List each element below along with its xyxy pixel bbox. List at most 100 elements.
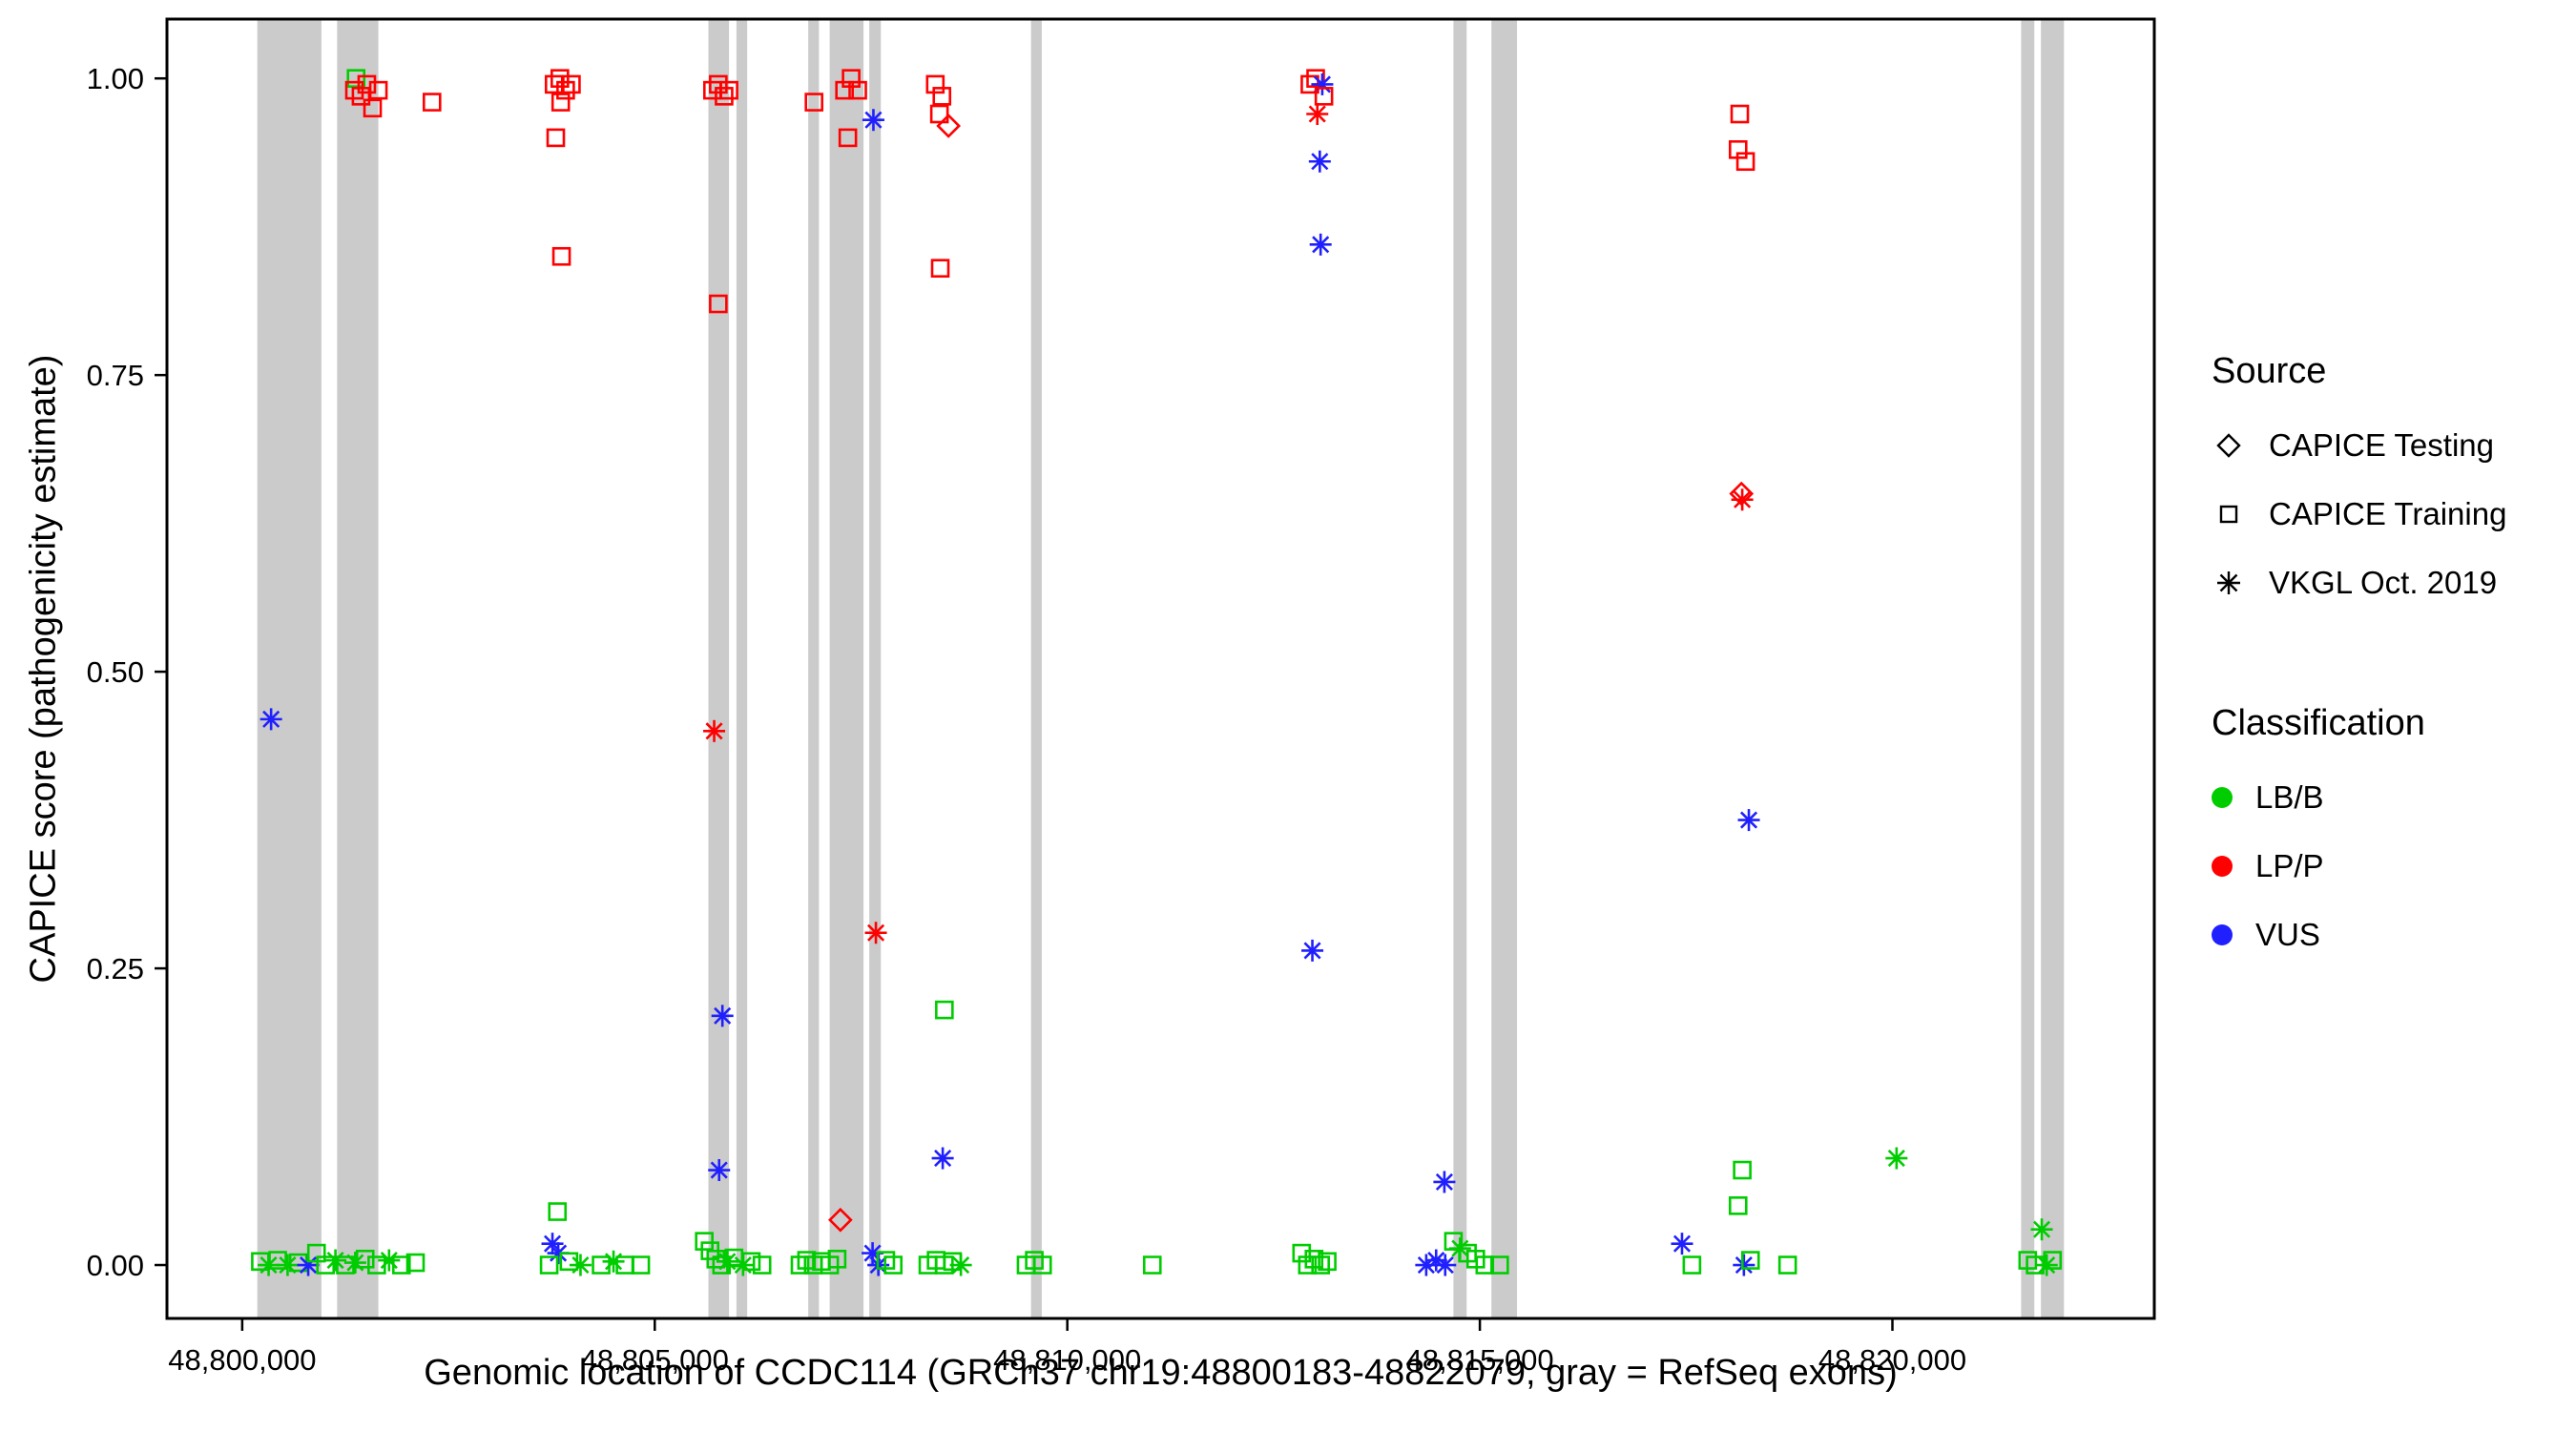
legend-item-lbb: LB/B (2212, 763, 2506, 832)
scatter-point (1306, 69, 1325, 88)
scatter-point (631, 1255, 651, 1275)
scatter-point (936, 114, 961, 138)
legend-item-capice-training: CAPICE Training (2212, 480, 2506, 549)
scatter-point (709, 294, 728, 314)
refseq-exon-bar (1030, 19, 1042, 1318)
legend-label-lpp: LP/P (2255, 848, 2324, 883)
scatter-point (1292, 1243, 1312, 1263)
scatter-point (363, 98, 383, 118)
y-axis-title: CAPICE score (pathogenicity estimate) (23, 354, 64, 984)
scatter-point (695, 1232, 714, 1251)
scatter-point (1671, 1233, 1693, 1255)
x-tick-label: 48,810,000 (993, 1343, 1141, 1377)
scatter-point (827, 1250, 847, 1269)
scatter-point (1142, 1255, 1162, 1275)
scatter-point (864, 922, 887, 944)
scatter-point (592, 1255, 611, 1275)
x-tick-label: 48,805,000 (581, 1343, 729, 1377)
scatter-point (709, 74, 728, 94)
vus-dot-icon (2212, 924, 2233, 945)
scatter-point (378, 1249, 401, 1272)
scatter-point (316, 1255, 336, 1275)
x-tick-label: 48,815,000 (1406, 1343, 1554, 1377)
scatter-point (569, 1254, 592, 1276)
scatter-point (346, 69, 366, 88)
scatter-point (615, 1255, 634, 1275)
refseq-exon-bar (2041, 19, 2065, 1318)
scatter-point (1885, 1147, 1908, 1170)
scatter-point (1731, 488, 1754, 511)
refseq-exon-bar (829, 19, 864, 1318)
scatter-point (276, 1254, 299, 1276)
scatter-point (544, 74, 564, 94)
scatter-point (405, 1253, 426, 1273)
scatter-point (551, 246, 571, 266)
scatter-point (841, 69, 861, 88)
scatter-point (562, 74, 581, 94)
scatter-point (268, 1251, 287, 1270)
x-tick-label: 48,800,000 (168, 1343, 316, 1377)
scatter-point (355, 1250, 375, 1269)
y-tick-label: 1.00 (87, 62, 144, 95)
scatter-point (1032, 1255, 1052, 1275)
legend-source-title: Source (2212, 351, 2327, 391)
scatter-point (551, 93, 571, 112)
scatter-point (548, 1202, 568, 1221)
scatter-point (1314, 87, 1334, 106)
legend-item-lpp: LP/P (2212, 832, 2506, 901)
refseq-exon-bar (1453, 19, 1467, 1318)
scatter-point (1737, 809, 1760, 832)
scatter-point (422, 93, 442, 112)
y-tick-label: 0.50 (87, 655, 144, 689)
scatter-point (949, 1254, 972, 1276)
scatter-point (260, 708, 282, 731)
scatter-point (929, 104, 949, 124)
legend: Source CAPICE Testing CAPICE Training (2212, 351, 2506, 969)
scatter-point (556, 80, 575, 100)
legend-label-vus: VUS (2255, 917, 2320, 952)
x-axis-title: Genomic location of CCDC114 (GRCh37 chr1… (424, 1353, 1898, 1393)
scatter-point (559, 1252, 579, 1272)
scatter-point (716, 1250, 738, 1273)
scatter-point (719, 80, 738, 100)
scatter-point (2030, 1218, 2053, 1241)
vkgl-asterisk-icon (2217, 571, 2240, 594)
scatter-point (708, 1159, 731, 1182)
scatter-point (838, 128, 858, 148)
scatter-point (703, 719, 726, 742)
scatter-point (848, 80, 867, 100)
legend-label-capice-testing: CAPICE Testing (2269, 427, 2494, 463)
y-tick-label: 0.75 (87, 359, 144, 392)
scatter-point (883, 1255, 904, 1275)
refseq-exon-bar (869, 19, 882, 1318)
scatter-point (551, 69, 570, 88)
scatter-point (930, 259, 950, 279)
scatter-point (932, 87, 952, 106)
scatter-point (828, 1207, 853, 1233)
panel-border (165, 17, 2156, 1320)
scatter-point (602, 1250, 625, 1273)
scatter-point (804, 93, 823, 112)
scatter-point (357, 74, 377, 94)
scatter-point (1475, 1255, 1495, 1275)
scatter-point (790, 1255, 810, 1275)
refseq-exon-bar (257, 19, 322, 1318)
scatter-point (1434, 1254, 1457, 1276)
legend-item-capice-testing: CAPICE Testing (2212, 411, 2506, 480)
lbb-dot-icon (2212, 787, 2233, 808)
scatter-point (1318, 1252, 1337, 1272)
scatter-point (715, 87, 734, 106)
scatter-point (1306, 103, 1329, 126)
scatter-point (752, 1255, 772, 1275)
scatter-point (324, 1249, 347, 1272)
scatter-point (931, 1147, 954, 1170)
legend-classification-title: Classification (2212, 703, 2425, 743)
scatter-point (711, 1005, 734, 1027)
legend-label-lbb: LB/B (2255, 779, 2324, 815)
scatter-point (835, 80, 854, 100)
refseq-exon-bar (736, 19, 748, 1318)
x-tick-label: 48,820,000 (1818, 1343, 1966, 1377)
scatter-point (1301, 939, 1324, 962)
scatter-point (1490, 1255, 1509, 1275)
